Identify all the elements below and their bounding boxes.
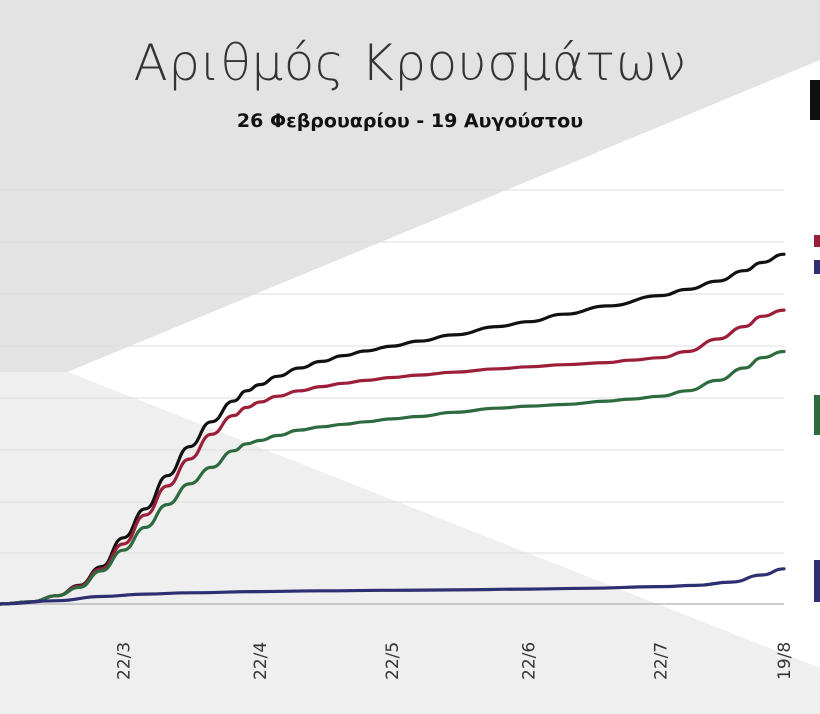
- x-tick-label: 22/7: [652, 642, 672, 680]
- chart-subtitle: 26 Φεβρουαρίου - 19 Αυγούστου: [236, 110, 584, 132]
- legend-swatch-green: [814, 395, 820, 435]
- x-tick-label: 19/8: [775, 642, 795, 680]
- x-axis-ticks: 22/3 22/4 22/5 22/6 22/7 19/8: [114, 642, 795, 680]
- series-line-0: [0, 252, 786, 606]
- series-line-3: [0, 567, 786, 606]
- x-tick-label: 22/6: [520, 642, 540, 680]
- x-tick-label: 22/5: [383, 642, 403, 680]
- legend-swatch-black: [810, 80, 820, 120]
- series-lines: [0, 252, 786, 606]
- legend-swatch-red: [814, 235, 820, 247]
- series-line-2: [0, 349, 786, 606]
- chart-title: Αριθμός Κρουσμάτων: [133, 34, 687, 92]
- series-line-1: [0, 308, 786, 606]
- legend-swatch-navy-bottom: [814, 560, 820, 602]
- x-tick-label: 22/4: [251, 642, 271, 680]
- x-tick-label: 22/3: [114, 642, 134, 680]
- legend-swatch-navy: [814, 260, 820, 274]
